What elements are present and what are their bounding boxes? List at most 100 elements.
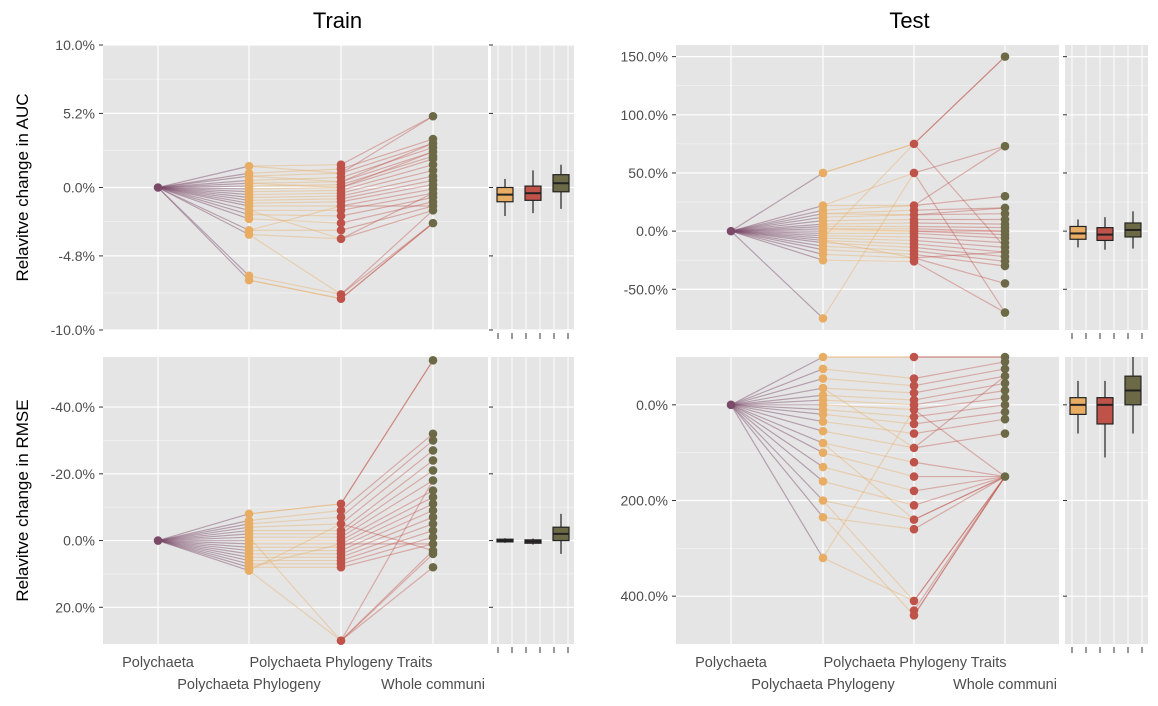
data-point (909, 168, 919, 178)
series-line (248, 205, 342, 231)
y-tick-label: -10.0% (51, 322, 95, 338)
series-line (340, 155, 434, 186)
series-line (157, 186, 250, 216)
panel-2: -40.0% -20.0% 0.0% 20.0% Polychaeta Polychaet… (13, 356, 574, 693)
panel-title: Train (313, 8, 362, 33)
series-line (822, 442, 915, 463)
series-line (157, 539, 250, 552)
x-tick-label: Polychaeta Phylogeny (751, 677, 895, 693)
series-line (730, 220, 824, 232)
series-line (730, 216, 824, 232)
series-line (340, 115, 434, 166)
series-line (822, 143, 915, 174)
series-line (730, 368, 824, 406)
data-point (153, 183, 163, 192)
series-line (913, 375, 1006, 449)
series-line (822, 209, 915, 215)
data-point (909, 515, 919, 524)
data-point (336, 519, 346, 529)
data-point (428, 499, 438, 509)
data-point (428, 526, 438, 535)
series-line (822, 516, 915, 530)
series-line (340, 192, 434, 211)
data-point (428, 486, 438, 495)
series-line (340, 480, 434, 641)
series-line (913, 476, 1006, 602)
data-point (428, 519, 438, 529)
series-line (157, 186, 250, 204)
series-line (157, 186, 250, 193)
series-line (157, 539, 250, 565)
series-line (913, 172, 1006, 313)
series-line (822, 500, 915, 602)
series-line (822, 394, 915, 401)
series-line (340, 169, 434, 194)
data-point (818, 512, 828, 522)
series-line (822, 172, 915, 207)
series-line (730, 230, 824, 239)
y-tick-label: -20.0% (51, 466, 95, 482)
y-axis-title: Relavitve change in AUC (13, 93, 32, 281)
data-point (818, 255, 828, 265)
series-line (730, 404, 824, 559)
series-line (822, 420, 915, 435)
boxplot-panel-background (491, 357, 574, 644)
series-line (913, 461, 1006, 478)
series-line (157, 529, 250, 542)
series-line (340, 509, 434, 552)
series-line (913, 476, 1006, 530)
series-line (822, 172, 915, 319)
series-line (157, 539, 250, 568)
data-point (336, 294, 346, 303)
data-point (428, 429, 438, 439)
data-point (818, 417, 828, 426)
x-tick-label: Polychaeta Phylogeny (177, 677, 321, 693)
data-point (726, 400, 736, 410)
data-point (336, 499, 346, 509)
series-line (730, 404, 824, 454)
series-line (157, 539, 250, 562)
data-point (818, 477, 828, 486)
data-point (818, 553, 828, 563)
series-line (913, 476, 1006, 611)
series-line (340, 164, 434, 191)
data-point (428, 206, 438, 215)
series-line (248, 186, 342, 190)
series-line (730, 230, 824, 235)
series-line (822, 368, 915, 380)
series-line (340, 188, 434, 207)
data-point (818, 462, 828, 472)
series-line (157, 186, 250, 207)
series-line (730, 387, 824, 406)
data-point (428, 356, 438, 365)
series-line (157, 186, 250, 236)
series-line (913, 475, 1006, 492)
box-body (1096, 397, 1114, 425)
series-line (248, 182, 342, 189)
series-line (913, 382, 1006, 401)
data-point (336, 218, 346, 228)
series-line (248, 509, 342, 522)
series-line (822, 404, 915, 411)
series-line (730, 230, 824, 251)
data-point (909, 500, 919, 510)
series-line (822, 143, 915, 174)
series-line (730, 213, 824, 232)
data-point (244, 161, 254, 171)
series-line (822, 237, 915, 242)
data-point (1000, 141, 1010, 151)
series-line (248, 233, 342, 240)
data-point (1000, 400, 1010, 410)
series-line (822, 235, 915, 238)
series-line (913, 222, 1006, 225)
series-line (157, 187, 250, 281)
series-line (913, 260, 1006, 314)
series-line (730, 230, 824, 255)
series-line (822, 245, 915, 252)
data-point (909, 443, 919, 453)
series-line (913, 230, 1006, 236)
series-line (157, 186, 250, 196)
series-line (248, 516, 342, 525)
series-line (157, 539, 250, 555)
series-line (157, 165, 250, 189)
